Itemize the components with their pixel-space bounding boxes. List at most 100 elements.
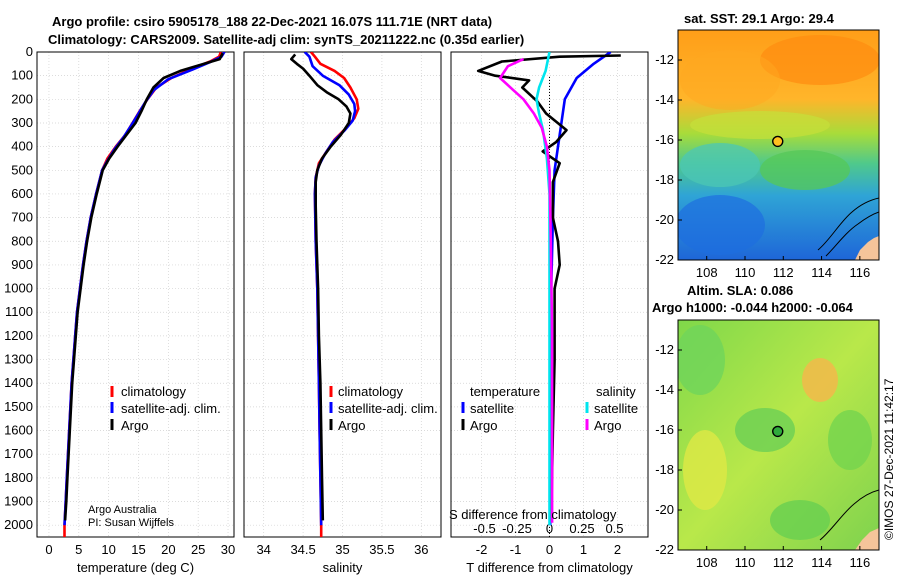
y-tick-label: 1500 <box>4 399 33 414</box>
legend-salinity-header: salinity <box>596 384 636 399</box>
legend-satellite-adj: satellite-adj. clim. <box>338 401 438 416</box>
s-difference-label: S difference from climatology <box>449 507 617 522</box>
x-tick-label: 30 <box>221 542 235 557</box>
s-tick-label: 0 <box>546 521 553 536</box>
argo-position-marker <box>772 425 784 438</box>
land <box>855 528 879 550</box>
main-title-line2: Climatology: CARS2009. Satellite-adj cli… <box>48 32 525 47</box>
y-tick-label: 800 <box>11 233 33 248</box>
x-tick-label: 0 <box>45 542 52 557</box>
legend-t-argo: Argo <box>470 418 497 433</box>
x-tick-label: 2 <box>614 542 621 557</box>
x-tick-label: 34.5 <box>290 542 315 557</box>
y-tick-label: 400 <box>11 139 33 154</box>
x-tick-label: 36 <box>414 542 428 557</box>
x-tick-label: 35.5 <box>369 542 394 557</box>
x-tick-label: 110 <box>735 265 756 280</box>
legend-t-satellite: satellite <box>470 401 514 416</box>
legend-argo: Argo <box>121 418 148 433</box>
y-tick-label: 600 <box>11 186 33 201</box>
plot-frame <box>36 51 235 538</box>
sst-map-title: sat. SST: 29.1 Argo: 29.4 <box>684 11 834 26</box>
temperature-panel: 0 5 10 15 20 25 30 temperature (deg C) 0 100 200 30… <box>4 44 235 575</box>
series-line-argo <box>290 53 352 521</box>
x-tick-label: 112 <box>773 265 794 280</box>
y-tick-label: -18 <box>655 172 674 187</box>
sla-map: 108 110 112 114 116 -12 -14 -16 -18 -20 -22 <box>655 319 880 570</box>
x-tick-label: 0 <box>546 542 553 557</box>
y-tick-label: 1100 <box>5 304 33 319</box>
y-tick-label: 0 <box>26 44 33 59</box>
y-tick-label: 200 <box>11 91 33 106</box>
x-tick-label: -1 <box>510 542 522 557</box>
y-tick-label: -12 <box>655 52 674 67</box>
y-tick-label: 500 <box>11 162 33 177</box>
argo-marker <box>772 135 784 148</box>
series-line-t-argo <box>476 54 621 521</box>
y-tick-label: -12 <box>655 342 674 357</box>
y-tick-label: -18 <box>655 462 674 477</box>
series-line-s-argo <box>498 57 554 523</box>
salinity-legend: climatology satellite-adj. clim. Argo <box>329 384 438 433</box>
x-tick-label: 112 <box>773 555 794 570</box>
y-tick-label: 1900 <box>4 494 33 509</box>
s-tick-label: -0.25 <box>502 521 532 536</box>
y-tick-label: 1200 <box>4 328 33 343</box>
s-tick-label: -0.5 <box>473 521 495 536</box>
x-tick-label: 25 <box>191 542 205 557</box>
x-tick-label: 20 <box>161 542 175 557</box>
x-tick-label: 116 <box>849 265 870 280</box>
x-tick-label: 114 <box>811 265 832 280</box>
sst-map: 108 110 112 114 116 -12 -14 -16 -18 -20 -22 <box>655 29 880 280</box>
series-line-argo <box>63 52 224 521</box>
legend-s-argo: Argo <box>594 418 621 433</box>
y-tick-label: 2000 <box>4 517 33 532</box>
y-tick-label: 1300 <box>4 352 33 367</box>
x-tick-label: 34 <box>256 542 270 557</box>
difference-legend: temperature satellite Argo salinity sate… <box>449 384 638 522</box>
y-tick-label: -22 <box>655 542 674 557</box>
salinity-panel: 34 34.5 35 35.5 36 salinity <box>243 51 442 575</box>
land <box>855 236 879 260</box>
argo-marker <box>772 425 784 438</box>
series-group <box>476 52 621 526</box>
x-axis-label: salinity <box>323 560 363 575</box>
plot-frame <box>243 51 442 538</box>
x-tick-label: -2 <box>476 542 488 557</box>
x-tick-label: 116 <box>849 555 870 570</box>
legend-argo: Argo <box>338 418 365 433</box>
main-title-line1: Argo profile: csiro 5905178_188 22-Dec-2… <box>52 14 493 29</box>
y-tick-label: -14 <box>655 92 674 107</box>
y-tick-label: 900 <box>11 257 33 272</box>
y-tick-label: -16 <box>655 422 674 437</box>
y-tick-label: 300 <box>11 115 33 130</box>
credit-line2: PI: Susan Wijffels <box>88 517 174 529</box>
sla-map-title-line2: Argo h1000: -0.044 h2000: -0.064 <box>652 300 853 315</box>
y-tick-label: -22 <box>655 252 674 267</box>
legend-climatology: climatology <box>338 384 404 399</box>
y-tick-label: 1600 <box>4 423 33 438</box>
series-line-climatology <box>63 52 223 537</box>
x-tick-label: 108 <box>696 555 718 570</box>
x-tick-label: 1 <box>580 542 587 557</box>
x-tick-label: 35 <box>335 542 349 557</box>
s-tick-label: 0.25 <box>569 521 594 536</box>
legend-satellite-adj: satellite-adj. clim. <box>121 401 221 416</box>
x-tick-label: 10 <box>101 542 115 557</box>
series-group <box>63 52 226 537</box>
x-tick-label: 108 <box>696 265 718 280</box>
y-tick-label: 100 <box>11 68 33 83</box>
y-tick-label: 1400 <box>4 375 33 390</box>
series-group <box>290 52 360 537</box>
legend-climatology: climatology <box>121 384 187 399</box>
y-tick-label: 700 <box>11 210 33 225</box>
x-tick-label: 5 <box>75 542 82 557</box>
legend-s-satellite: satellite <box>594 401 638 416</box>
s-tick-label: 0.5 <box>605 521 623 536</box>
x-axis-label: T difference from climatology <box>466 560 633 575</box>
sla-map-title-line1: Altim. SLA: 0.086 <box>687 283 794 298</box>
y-tick-label: -14 <box>655 382 674 397</box>
timestamp: ©IMOS 27-Dec-2021 11:42:17 <box>882 378 896 540</box>
y-tick-label: 1800 <box>4 470 33 485</box>
